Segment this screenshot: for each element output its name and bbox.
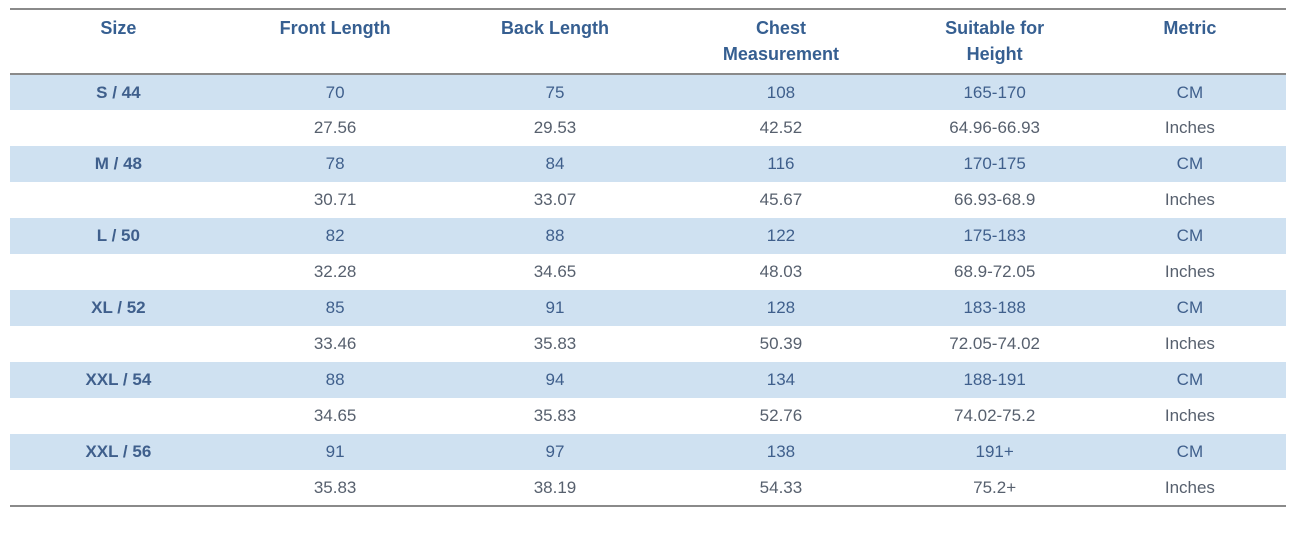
metric-cell: CM (1093, 362, 1286, 398)
metric-cell: CM (1093, 218, 1286, 254)
table-row: L / 50 82 88 122 175-183 CM (10, 218, 1286, 254)
metric-cell: CM (1093, 434, 1286, 470)
value-cell: 97 (443, 434, 667, 470)
table-row: 27.56 29.53 42.52 64.96-66.93 Inches (10, 110, 1286, 146)
value-cell: 54.33 (759, 477, 803, 497)
table-row: 34.65 35.83 52.76 74.02-75.2 Inches (10, 398, 1286, 434)
value-cell: 48.03 (759, 262, 803, 281)
value-cell: 175-183 (895, 218, 1094, 254)
value-cell: 94 (443, 362, 667, 398)
value-cell: 183-188 (895, 290, 1094, 326)
value-cell: 138 (666, 434, 896, 470)
value-cell: 32.28 (313, 262, 357, 281)
table-row: XL / 52 85 91 128 183-188 CM (10, 290, 1286, 326)
value-cell: 128 (666, 290, 896, 326)
value-cell: 116 (666, 146, 896, 182)
metric-cell: Inches (1164, 190, 1215, 209)
value-cell: 165-170 (895, 74, 1094, 110)
metric-cell: CM (1093, 290, 1286, 326)
value-cell: 68.9-72.05 (953, 262, 1036, 281)
size-cell (10, 470, 227, 506)
size-cell (10, 326, 227, 362)
value-cell: 30.71 (313, 190, 357, 209)
value-cell: 91 (226, 434, 444, 470)
metric-cell: CM (1093, 146, 1286, 182)
value-cell: 50.39 (759, 334, 803, 353)
value-cell: 29.53 (533, 118, 577, 137)
size-cell: S / 44 (10, 74, 227, 110)
value-cell: 34.65 (533, 262, 577, 281)
size-cell: XXL / 54 (10, 362, 227, 398)
value-cell: 75 (443, 74, 667, 110)
metric-cell: Inches (1164, 406, 1215, 425)
table-row: S / 44 70 75 108 165-170 CM (10, 74, 1286, 110)
table-row: 35.83 38.19 54.33 75.2+ Inches (10, 470, 1286, 506)
metric-cell: CM (1093, 74, 1286, 110)
value-cell: 78 (226, 146, 444, 182)
table-body: S / 44 70 75 108 165-170 CM 27.56 29.53 42.52 64.… (10, 74, 1286, 506)
size-cell (10, 110, 227, 146)
table-row: XXL / 54 88 94 134 188-191 CM (10, 362, 1286, 398)
header-cell: Front Length (226, 9, 444, 75)
value-cell: 33.07 (533, 190, 577, 209)
value-cell: 72.05-74.02 (949, 334, 1041, 353)
metric-cell: Inches (1164, 118, 1215, 137)
table-row: XXL / 56 91 97 138 191+ CM (10, 434, 1286, 470)
header-cell: Metric (1093, 9, 1286, 75)
table-row: 30.71 33.07 45.67 66.93-68.9 Inches (10, 182, 1286, 218)
value-cell: 70 (226, 74, 444, 110)
value-cell: 122 (666, 218, 896, 254)
size-cell (10, 398, 227, 434)
value-cell: 33.46 (313, 334, 357, 353)
value-cell: 52.76 (759, 406, 803, 425)
header-cell: Size (10, 9, 227, 75)
value-cell: 45.67 (759, 190, 803, 209)
value-cell: 38.19 (533, 477, 577, 497)
value-cell: 108 (666, 74, 896, 110)
value-cell: 66.93-68.9 (953, 190, 1036, 209)
value-cell: 75.2+ (973, 477, 1017, 497)
value-cell: 82 (226, 218, 444, 254)
value-cell: 188-191 (895, 362, 1094, 398)
value-cell: 191+ (895, 434, 1094, 470)
value-cell: 84 (443, 146, 667, 182)
table-row: M / 48 78 84 116 170-175 CM (10, 146, 1286, 182)
value-cell: 74.02-75.2 (953, 406, 1036, 425)
value-cell: 134 (666, 362, 896, 398)
value-cell: 42.52 (759, 118, 803, 137)
size-cell: XL / 52 (10, 290, 227, 326)
value-cell: 88 (443, 218, 667, 254)
value-cell: 35.83 (313, 477, 357, 497)
value-cell: 88 (226, 362, 444, 398)
value-cell: 170-175 (895, 146, 1094, 182)
value-cell: 85 (226, 290, 444, 326)
metric-cell: Inches (1164, 477, 1215, 497)
size-cell (10, 182, 227, 218)
table-row: 32.28 34.65 48.03 68.9-72.05 Inches (10, 254, 1286, 290)
value-cell: 35.83 (533, 334, 577, 353)
header-row: Size Front Length Back Length Chest Measure… (10, 9, 1286, 75)
size-cell: L / 50 (10, 218, 227, 254)
header-cell: Back Length (443, 9, 667, 75)
table-row: 33.46 35.83 50.39 72.05-74.02 Inches (10, 326, 1286, 362)
table-header: Size Front Length Back Length Chest Measure… (10, 9, 1286, 75)
header-cell: Chest Measurement (666, 9, 896, 75)
value-cell: 34.65 (313, 406, 357, 425)
value-cell: 91 (443, 290, 667, 326)
size-chart-table: Size Front Length Back Length Chest Measure… (10, 8, 1286, 507)
value-cell: 35.83 (533, 406, 577, 425)
size-cell: XXL / 56 (10, 434, 227, 470)
header-cell: Suitable for Height (895, 9, 1094, 75)
size-cell (10, 254, 227, 290)
metric-cell: Inches (1164, 334, 1215, 353)
size-cell: M / 48 (10, 146, 227, 182)
value-cell: 64.96-66.93 (949, 118, 1041, 137)
value-cell: 27.56 (313, 118, 357, 137)
metric-cell: Inches (1164, 262, 1215, 281)
